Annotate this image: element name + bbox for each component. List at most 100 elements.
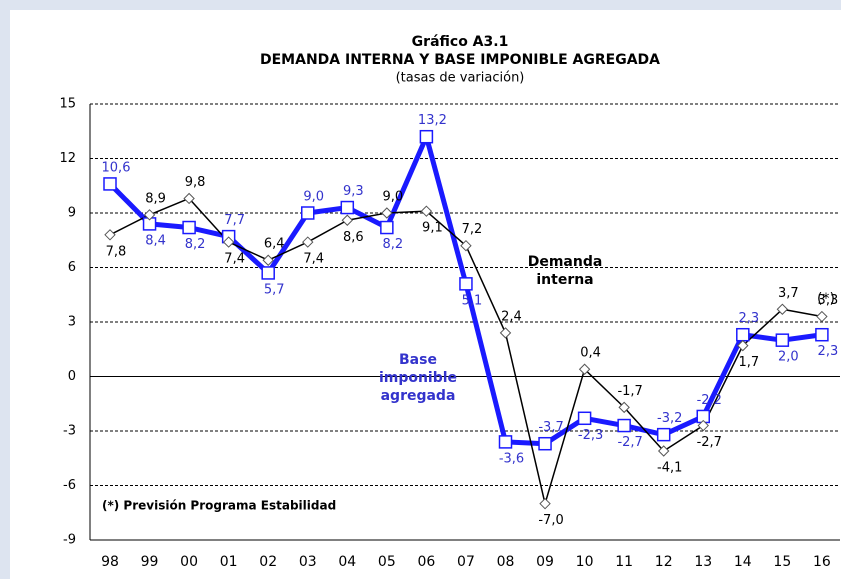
y-tick-label: -9 — [63, 533, 76, 548]
marker — [104, 229, 116, 241]
marker — [183, 192, 195, 205]
x-tick-label: 09 — [536, 554, 554, 570]
data-label: 7,2 — [462, 222, 483, 237]
marker — [538, 436, 552, 451]
x-tick-label: 98 — [101, 554, 119, 570]
data-label: -3,6 — [499, 451, 524, 466]
y-tick-label: 12 — [59, 151, 76, 166]
data-label: 8,4 — [145, 233, 166, 248]
data-label: 2,0 — [778, 350, 799, 365]
x-tick-label: 10 — [576, 554, 594, 570]
chart-title: Gráfico A3.1 — [412, 34, 509, 50]
data-label: -3,2 — [657, 411, 682, 426]
data-label: 8,2 — [185, 237, 206, 252]
annotation: Demanda — [528, 254, 603, 270]
y-tick-label: -6 — [63, 478, 76, 493]
marker — [459, 277, 473, 291]
data-label: 5,1 — [462, 293, 483, 308]
marker — [617, 418, 631, 433]
x-tick-label: 12 — [655, 554, 673, 570]
marker — [499, 327, 512, 339]
marker — [222, 236, 235, 248]
marker — [261, 266, 275, 280]
marker — [460, 239, 472, 252]
y-tick-label: 0 — [68, 369, 76, 384]
x-tick-label: 15 — [773, 554, 791, 570]
marker — [736, 327, 750, 342]
data-label: 7,7 — [224, 213, 245, 228]
marker — [103, 177, 117, 191]
x-tick-label: 99 — [141, 554, 159, 570]
marker — [775, 333, 790, 347]
y-tick-label: 3 — [68, 315, 76, 330]
marker — [539, 497, 551, 510]
marker — [380, 220, 394, 235]
annotation: (*) — [817, 291, 835, 307]
data-label: -2,7 — [617, 435, 642, 450]
marker — [577, 411, 592, 426]
data-label: 8,6 — [343, 230, 364, 245]
chart-subtitle: DEMANDA INTERNA Y BASE IMPONIBLE AGREGAD… — [260, 52, 660, 68]
marker — [420, 205, 433, 217]
marker — [340, 200, 355, 215]
marker — [381, 207, 393, 219]
data-label: 10,6 — [102, 160, 131, 175]
data-label: 9,1 — [422, 221, 443, 236]
data-label: 13,2 — [418, 113, 447, 128]
x-tick-label: 13 — [694, 554, 712, 570]
marker — [262, 254, 274, 266]
data-label: 5,7 — [264, 282, 285, 297]
y-tick-label: 6 — [68, 260, 76, 275]
marker — [302, 236, 314, 248]
x-tick-label: 05 — [378, 554, 396, 570]
annotation: agregada — [381, 388, 456, 404]
x-tick-label: 07 — [457, 554, 475, 570]
data-label: 7,4 — [224, 252, 245, 267]
x-tick-label: 00 — [180, 554, 198, 570]
x-tick-label: 11 — [615, 554, 633, 570]
marker — [341, 214, 354, 226]
data-label: -2,7 — [697, 435, 722, 450]
marker — [143, 209, 156, 221]
x-tick-label: 08 — [497, 554, 515, 570]
data-label: -2,3 — [578, 428, 603, 443]
marker — [498, 435, 513, 449]
data-label: 7,8 — [106, 244, 127, 259]
data-label: 9,8 — [185, 175, 206, 190]
data-label: 3,7 — [778, 286, 799, 301]
marker — [419, 129, 434, 144]
data-label: 9,0 — [303, 190, 324, 205]
marker — [815, 327, 829, 342]
x-tick-label: 16 — [813, 554, 831, 570]
panel — [10, 10, 841, 579]
x-tick-label: 03 — [299, 554, 317, 570]
data-label: 9,0 — [383, 190, 404, 205]
marker — [697, 419, 709, 432]
marker — [737, 339, 749, 352]
x-tick-label: 06 — [417, 554, 435, 570]
data-label: 2,3 — [818, 344, 839, 359]
data-label: 1,7 — [738, 355, 759, 370]
data-label: -2,2 — [697, 393, 722, 408]
marker — [776, 303, 789, 315]
annotation: (*) Previsión Programa Estabilidad — [102, 499, 336, 513]
data-label: -1,7 — [617, 384, 642, 399]
data-label: -4,1 — [657, 460, 682, 475]
data-label: 3,3 — [818, 293, 839, 308]
annotation: imponible — [379, 370, 457, 386]
y-tick-label: 9 — [68, 206, 76, 221]
y-tick-label: 15 — [59, 97, 76, 112]
data-label: 0,4 — [580, 346, 601, 361]
y-tick-label: -3 — [63, 424, 76, 439]
data-label: 2,3 — [738, 311, 759, 326]
marker — [578, 363, 591, 375]
marker — [182, 220, 196, 235]
marker — [301, 206, 315, 220]
marker — [618, 401, 630, 414]
data-label: -7,0 — [538, 513, 563, 528]
marker — [816, 310, 828, 323]
x-tick-label: 04 — [338, 554, 356, 570]
x-tick-label: 02 — [259, 554, 277, 570]
x-tick-label: 14 — [734, 554, 752, 570]
marker — [656, 427, 671, 442]
